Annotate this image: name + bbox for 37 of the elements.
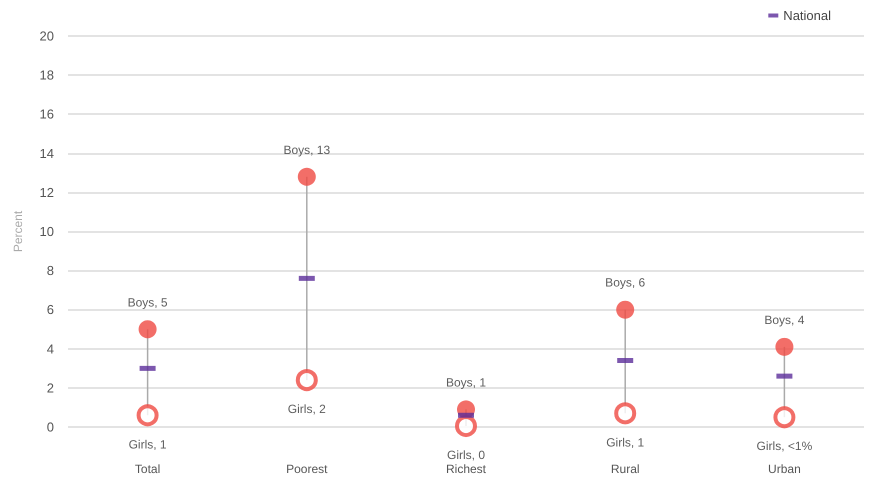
x-tick-label: Urban: [768, 462, 801, 476]
point: [136, 404, 159, 426]
point: [298, 168, 316, 186]
point: [773, 406, 796, 428]
x-tick-label: Poorest: [286, 462, 328, 476]
point: [616, 300, 634, 319]
y-tick-label: 0: [46, 420, 54, 434]
point: [775, 338, 794, 356]
y-tick-label: 4: [46, 341, 54, 356]
point: [455, 415, 477, 438]
data-label: Boys, 5: [128, 295, 168, 310]
x-tick-label: Total: [134, 462, 160, 476]
point: [614, 402, 636, 424]
y-tick-label: 8: [46, 263, 54, 278]
x-tick-label: Rural: [610, 462, 640, 476]
point: [296, 369, 318, 392]
y-tick-label: 18: [40, 68, 54, 83]
data-label: Girls, 1: [128, 437, 167, 452]
y-tick-label: 14: [40, 146, 54, 161]
data-label: Boys, 1: [446, 375, 486, 390]
data-label: Girls, <1%: [756, 439, 813, 454]
data-label: Boys, 6: [605, 276, 646, 290]
data-label: Boys, 13: [283, 142, 330, 157]
data-label: Girls, 0: [446, 448, 486, 462]
y-axis-title: Percent: [11, 210, 25, 252]
data-label: Girls, 2: [288, 402, 326, 416]
x-tick-label: Richest: [446, 462, 487, 476]
y-tick-label: 20: [40, 28, 54, 44]
y-tick-label: 12: [40, 184, 54, 200]
y-tick-label: 16: [40, 106, 54, 122]
data-label: Girls, 1: [606, 435, 645, 450]
data-label: Boys, 4: [764, 312, 805, 327]
legend-label: National: [783, 8, 832, 23]
point: [138, 320, 157, 338]
y-tick-label: 6: [46, 302, 54, 318]
y-tick-label: 10: [40, 224, 54, 239]
y-tick-label: 2: [46, 380, 54, 396]
